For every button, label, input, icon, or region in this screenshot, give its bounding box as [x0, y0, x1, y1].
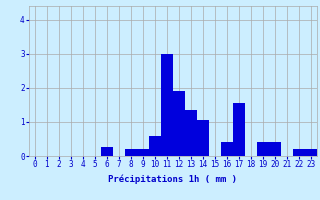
Bar [161, 54, 173, 156]
Bar [305, 149, 317, 156]
Bar [173, 91, 185, 156]
Bar [257, 142, 269, 156]
Bar [185, 110, 197, 156]
Bar [137, 149, 149, 156]
Bar [149, 136, 161, 156]
Bar [197, 120, 209, 156]
Bar [101, 147, 113, 156]
Bar [269, 142, 281, 156]
Bar [293, 149, 305, 156]
Bar [125, 149, 137, 156]
Bar [233, 103, 245, 156]
X-axis label: Précipitations 1h ( mm ): Précipitations 1h ( mm ) [108, 175, 237, 184]
Bar [221, 142, 233, 156]
